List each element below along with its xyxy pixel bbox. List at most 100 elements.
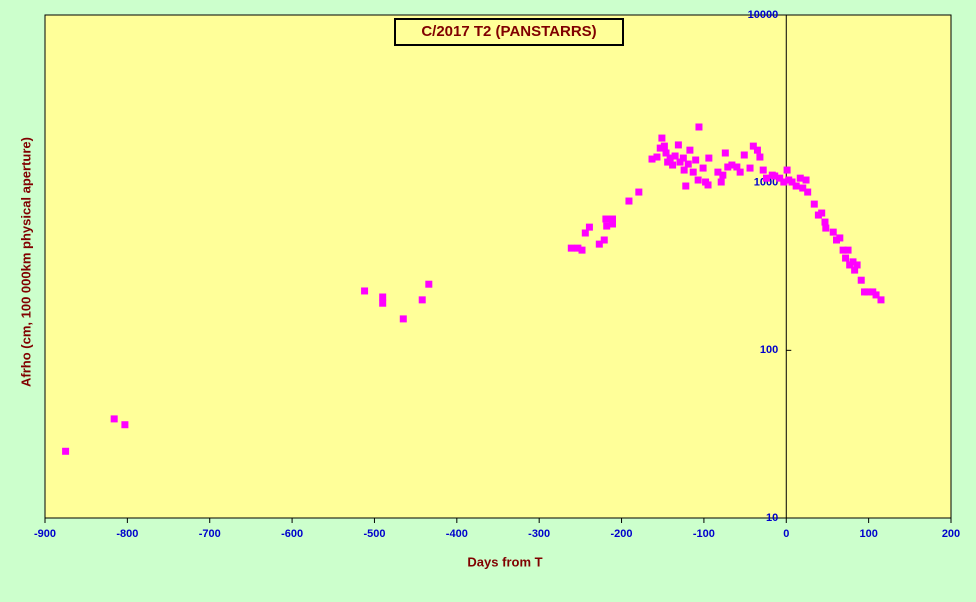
- point: [818, 209, 826, 217]
- point: [567, 244, 575, 252]
- x-tick-label: 100: [859, 528, 877, 540]
- point: [822, 224, 830, 232]
- point: [635, 188, 643, 196]
- point: [418, 296, 426, 304]
- point: [783, 166, 791, 174]
- point: [756, 153, 764, 161]
- point: [689, 168, 697, 176]
- point: [776, 174, 784, 182]
- x-tick-label: -500: [363, 528, 385, 540]
- point: [721, 149, 729, 157]
- point: [379, 293, 387, 301]
- point: [836, 234, 844, 242]
- x-tick-label: -600: [281, 528, 303, 540]
- x-tick-label: -300: [528, 528, 550, 540]
- point: [829, 228, 837, 236]
- point: [699, 164, 707, 172]
- point: [595, 240, 603, 248]
- point: [664, 158, 672, 166]
- point: [603, 222, 611, 230]
- y-tick-label: 100: [760, 344, 778, 356]
- point: [740, 151, 748, 159]
- point: [733, 163, 741, 171]
- point: [804, 188, 812, 196]
- x-tick-label: 200: [942, 528, 960, 540]
- point: [658, 134, 666, 142]
- point: [746, 164, 754, 172]
- point: [585, 223, 593, 231]
- point: [796, 174, 804, 182]
- point: [802, 176, 810, 184]
- point: [676, 158, 684, 166]
- point: [810, 200, 818, 208]
- point: [608, 215, 616, 223]
- point: [719, 171, 727, 179]
- point: [648, 155, 656, 163]
- point: [763, 174, 771, 182]
- y-axis-title: Afrho (cm, 100 000km physical aperture): [18, 137, 33, 387]
- y-tick-label: 10000: [748, 9, 779, 21]
- point: [759, 166, 767, 174]
- x-tick-label: -200: [611, 528, 633, 540]
- point: [877, 296, 885, 304]
- point: [695, 123, 703, 131]
- point: [704, 181, 712, 189]
- point: [749, 142, 757, 150]
- point: [857, 276, 865, 284]
- point: [674, 141, 682, 149]
- point: [717, 178, 725, 186]
- point: [728, 161, 736, 169]
- point: [581, 229, 589, 237]
- point: [608, 220, 616, 228]
- point: [600, 236, 608, 244]
- plot-area: [44, 14, 952, 519]
- x-tick-label: -100: [693, 528, 715, 540]
- point: [653, 153, 661, 161]
- point: [872, 291, 880, 299]
- point: [379, 299, 387, 307]
- point: [574, 244, 582, 252]
- point: [660, 142, 668, 150]
- point: [714, 168, 722, 176]
- point: [771, 172, 779, 180]
- point: [692, 156, 700, 164]
- point: [686, 146, 694, 154]
- point: [753, 146, 761, 154]
- point: [682, 182, 690, 190]
- x-tick-label: -700: [199, 528, 221, 540]
- point: [851, 266, 859, 274]
- point: [62, 447, 70, 455]
- point: [736, 168, 744, 176]
- title-box: [394, 18, 624, 46]
- point: [792, 182, 800, 190]
- point: [399, 315, 407, 323]
- point: [844, 246, 852, 254]
- y-tick-label: 10: [766, 512, 778, 524]
- point: [853, 261, 861, 269]
- point: [625, 197, 633, 205]
- point: [799, 184, 807, 192]
- point: [669, 161, 677, 169]
- x-tick-label: -800: [116, 528, 138, 540]
- point: [864, 288, 872, 296]
- point: [671, 152, 679, 160]
- point: [680, 166, 688, 174]
- x-axis-title: Days from T: [467, 554, 542, 569]
- chart-title: C/2017 T2 (PANSTARRS): [421, 23, 596, 40]
- point: [694, 176, 702, 184]
- point: [849, 258, 857, 266]
- point: [666, 154, 674, 162]
- point: [724, 163, 732, 171]
- y-tick-label: 1000: [754, 177, 778, 189]
- point: [780, 178, 788, 186]
- point: [578, 246, 586, 254]
- x-tick-label: -900: [34, 528, 56, 540]
- point: [788, 178, 796, 186]
- point: [656, 144, 664, 152]
- point: [602, 215, 610, 223]
- point: [425, 280, 433, 288]
- point: [662, 149, 670, 157]
- point: [679, 154, 687, 162]
